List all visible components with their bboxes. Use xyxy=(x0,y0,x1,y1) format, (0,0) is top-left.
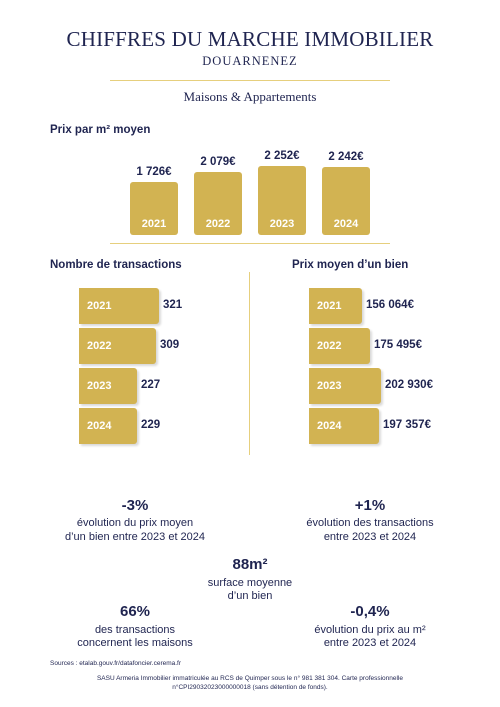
bar-value-label: 2 252€ xyxy=(264,150,300,162)
hbar-year-label: 2022 xyxy=(87,340,112,352)
price-per-m2-chart: 2021 1 726€ 2022 2 079€ 2023 2 252€ 2024 2 242€ xyxy=(0,140,500,240)
houses-share-line2: concernent les maisons xyxy=(77,637,193,649)
bar-2023 xyxy=(258,166,306,235)
bar-year-label: 2024 xyxy=(333,218,359,230)
houses-share-line1: des transactions xyxy=(94,624,176,636)
chart-divider xyxy=(110,243,390,244)
price-change-line1: évolution du prix moyen xyxy=(76,517,194,529)
hbar-2021 xyxy=(309,288,362,324)
hbar-2023 xyxy=(309,368,381,404)
surface-line2: d’un bien xyxy=(227,590,273,602)
surface-line1: surface moyenne xyxy=(207,577,293,589)
legal-line-2: n°CPI29032023000000018 (sans détention d… xyxy=(172,684,328,691)
average-price-chart: 2021 156 064€ 2022 175 495€ 2023 202 930€ 2024… xyxy=(250,280,500,460)
bar-value-label: 1 726€ xyxy=(136,166,172,178)
hbar-2022 xyxy=(79,328,156,364)
transactions-change-value: +1% xyxy=(354,497,386,514)
hbar-value-label: 321 xyxy=(163,299,183,311)
hbar-year-label: 2024 xyxy=(317,420,342,432)
hbar-year-label: 2021 xyxy=(87,300,112,312)
sources-note: Sources : etalab.gouv.fr/datafoncier.cer… xyxy=(50,660,182,667)
page-title: CHIFFRES DU MARCHE IMMOBILIER xyxy=(66,27,434,51)
transactions-change-line2: entre 2023 et 2024 xyxy=(323,531,417,543)
hbar-value-label: 227 xyxy=(141,379,161,391)
bar-year-label: 2022 xyxy=(205,218,231,230)
vertical-divider xyxy=(249,272,250,455)
price-change-line2: d’un bien entre 2023 et 2024 xyxy=(64,531,206,543)
hbar-value-label: 175 495€ xyxy=(374,339,422,351)
bar-2024 xyxy=(322,167,370,235)
m2-price-change-line1: évolution du prix au m² xyxy=(314,624,426,636)
hbar-year-label: 2024 xyxy=(87,420,112,432)
m2-price-change-value: -0,4% xyxy=(350,603,390,620)
bar-value-label: 2 079€ xyxy=(200,156,236,168)
hbar-2022 xyxy=(309,328,370,364)
transactions-change-line1: évolution des transactions xyxy=(306,517,434,529)
hbar-value-label: 202 930€ xyxy=(385,379,433,391)
average-price-title: Prix moyen d’un bien xyxy=(292,259,409,271)
hbar-2021 xyxy=(79,288,159,324)
legal-line-1: SASU Armeria Immobilier immatriculée au … xyxy=(96,675,404,682)
hbar-year-label: 2023 xyxy=(87,380,112,392)
hbar-2023 xyxy=(79,368,137,404)
price-per-m2-title: Prix par m² moyen xyxy=(50,124,151,136)
transactions-chart: 2021 321 2022 309 2023 227 2024 229 xyxy=(0,280,250,460)
hbar-year-label: 2022 xyxy=(317,340,342,352)
hbar-value-label: 197 357€ xyxy=(383,419,431,431)
houses-share-value: 66% xyxy=(119,603,151,620)
hbar-year-label: 2021 xyxy=(317,300,342,312)
hbar-2024 xyxy=(309,408,379,444)
bar-year-label: 2023 xyxy=(269,218,295,230)
hbar-value-label: 156 064€ xyxy=(366,299,414,311)
price-change-value: -3% xyxy=(121,497,149,514)
header-divider xyxy=(110,80,390,81)
bar-2021 xyxy=(130,182,178,235)
hbar-2024 xyxy=(79,408,137,444)
hbar-year-label: 2023 xyxy=(317,380,342,392)
transactions-title: Nombre de transactions xyxy=(50,259,182,271)
bar-2022 xyxy=(194,172,242,235)
hbar-value-label: 309 xyxy=(160,339,180,351)
hbar-value-label: 229 xyxy=(141,419,161,431)
bar-value-label: 2 242€ xyxy=(328,151,364,163)
city-name: DOUARNENEZ xyxy=(202,54,298,68)
surface-value: 88m² xyxy=(232,556,268,573)
property-category: Maisons & Appartements xyxy=(183,89,317,104)
bar-year-label: 2021 xyxy=(141,218,167,230)
m2-price-change-line2: entre 2023 et 2024 xyxy=(323,637,417,649)
